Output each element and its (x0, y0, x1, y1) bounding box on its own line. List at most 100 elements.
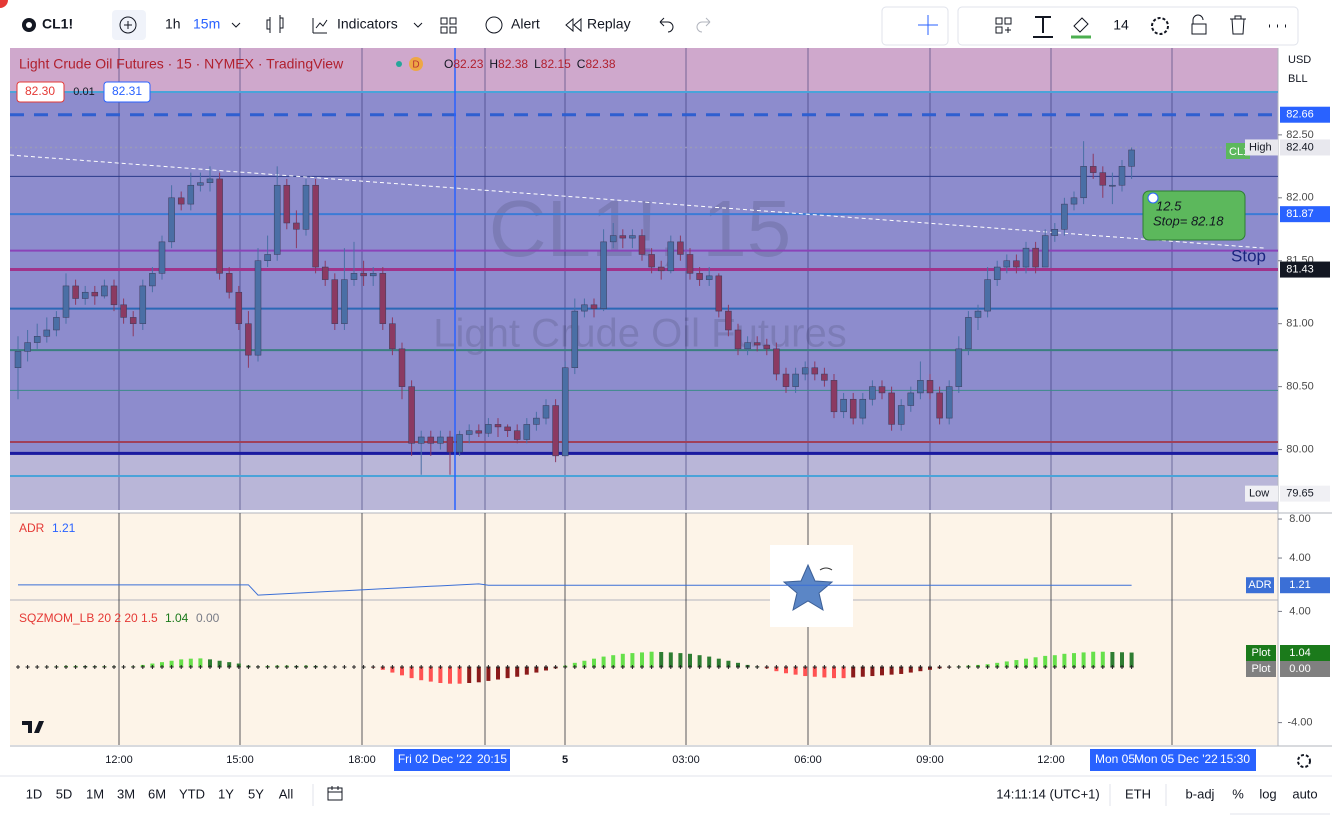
scale-option[interactable]: % (1232, 786, 1244, 801)
candle-body (1109, 184, 1116, 187)
settings-button[interactable] (1151, 17, 1169, 35)
squeeze-dot (92, 665, 97, 670)
candle-body (993, 266, 1001, 280)
redo-button[interactable] (696, 17, 711, 33)
momentum-bar (592, 658, 596, 668)
ask[interactable]: 82.31 (112, 84, 142, 98)
candle-body (101, 285, 108, 297)
candle-body (792, 373, 799, 387)
sqz-value2: 0.00 (196, 611, 220, 625)
layouts-icon[interactable] (440, 17, 457, 34)
goto-date-button[interactable] (327, 786, 343, 801)
callout-handle[interactable] (1147, 192, 1159, 204)
templates-button[interactable] (995, 17, 1012, 34)
momentum-bar (889, 667, 894, 675)
indicators-button[interactable]: Indicators (337, 16, 398, 32)
font-size[interactable]: 14 (1113, 17, 1129, 33)
text-color-button[interactable] (1033, 16, 1053, 38)
squeeze-dot (284, 665, 289, 670)
bid[interactable]: 82.30 (25, 84, 55, 98)
squeeze-dot (448, 665, 452, 670)
price-label-box (1280, 139, 1330, 156)
delete-button[interactable] (1230, 15, 1246, 35)
momentum-bar (582, 660, 587, 668)
range-button[interactable]: 1D (26, 786, 43, 801)
y-tick-label: 80.50 (1286, 381, 1314, 393)
candle-body (734, 329, 742, 350)
squeeze-dot (352, 665, 356, 670)
range-button[interactable]: 3M (117, 786, 135, 801)
momentum-bar (227, 662, 232, 668)
candle-body (801, 367, 809, 375)
price-label: 81.43 (1286, 263, 1314, 275)
crosshair-tool[interactable] (918, 15, 938, 35)
range-button[interactable]: All (279, 786, 294, 801)
candle-body (245, 323, 252, 356)
squeeze-dot (966, 665, 971, 670)
alert-button[interactable]: Alert (511, 16, 540, 32)
squeeze-dot (35, 665, 40, 670)
range-button[interactable]: 1Y (218, 786, 234, 801)
momentum-bar (188, 658, 193, 668)
ohlc-value: 82.23 (453, 57, 483, 71)
momentum-bar (995, 662, 1000, 668)
undo-button[interactable] (659, 17, 674, 33)
candle-body (302, 184, 310, 230)
squeeze-dot (688, 665, 692, 670)
squeeze-dot (1043, 665, 1048, 670)
squeeze-dot (928, 665, 932, 670)
range-button[interactable]: 1M (86, 786, 104, 801)
price-label: 81.87 (1286, 208, 1314, 220)
range-button[interactable]: 5D (56, 786, 73, 801)
price-tag: Low (1249, 488, 1269, 500)
candle-body (446, 436, 454, 453)
interval-active[interactable]: 15m (193, 16, 220, 32)
squeeze-dot (198, 665, 203, 670)
squeeze-dot (44, 665, 49, 670)
last-tag: CL1 (1229, 146, 1249, 158)
chart-type-icon[interactable] (266, 15, 284, 33)
chevron[interactable] (413, 22, 423, 28)
interval[interactable]: 1h (165, 16, 181, 32)
axis-settings[interactable] (1297, 754, 1311, 768)
replay-button[interactable]: Replay (587, 16, 631, 32)
clock[interactable]: 14:11:14 (UTC+1) (996, 786, 1099, 801)
squeeze-dot (1072, 665, 1076, 670)
range-button[interactable]: YTD (179, 786, 205, 801)
time-label: 06:00 (794, 754, 822, 766)
ask-box[interactable] (103, 81, 151, 103)
candle-body (926, 380, 934, 394)
candle-body (1003, 260, 1011, 268)
squeeze-dot (227, 665, 232, 670)
crosshair-date: Fri 02 Dec '22 (398, 752, 473, 766)
symbol[interactable]: CL1! (42, 16, 73, 32)
lock-button[interactable] (1191, 14, 1207, 35)
scale-option[interactable]: log (1259, 786, 1276, 801)
last-date: Mon 05 Dec '22 (1134, 752, 1218, 766)
scale-option[interactable]: auto (1292, 786, 1317, 801)
scale-option[interactable]: ETH (1125, 786, 1151, 801)
range-button[interactable]: 5Y (248, 786, 264, 801)
momentum-bar (169, 660, 174, 668)
squeeze-dot (1062, 665, 1067, 670)
squeeze-dot (1120, 665, 1124, 670)
candle-body (197, 182, 204, 186)
squeeze-dot (755, 665, 760, 670)
momentum-bar (668, 652, 673, 668)
bid-box[interactable] (16, 81, 65, 103)
momentum-bar (198, 658, 203, 668)
scale-option[interactable]: b-adj (1186, 786, 1215, 801)
chevron[interactable] (231, 22, 241, 28)
unit: BLL (1288, 73, 1308, 85)
squeeze-dot (793, 665, 798, 670)
range-button[interactable]: 6M (148, 786, 166, 801)
stop-callout[interactable] (1142, 190, 1246, 241)
squeeze-dot (726, 665, 731, 670)
squeeze-dot (534, 665, 539, 670)
candle-body (273, 184, 281, 255)
adr-tag-box (1246, 577, 1274, 594)
candle-body (1118, 166, 1126, 186)
squeeze-dot (179, 665, 184, 670)
momentum-bar (496, 667, 500, 680)
candle-body (139, 285, 147, 324)
